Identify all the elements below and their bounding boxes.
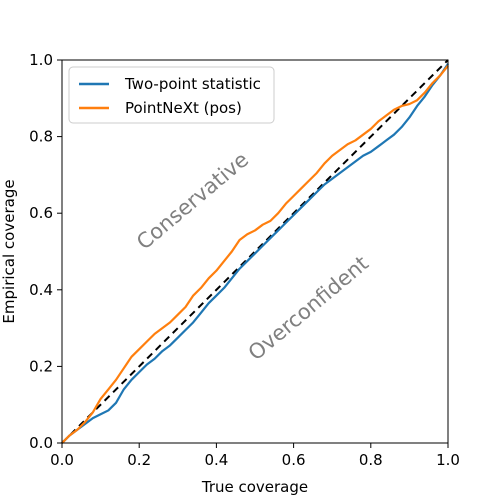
plot-content — [61, 59, 449, 444]
series-line-pointnext-pos — [61, 65, 449, 444]
y-axis-label: Empirical coverage — [0, 179, 18, 323]
x-tick-label: 0.0 — [50, 451, 74, 469]
annotation-conservative: Conservative — [132, 147, 253, 254]
legend-label-pointnext-pos: PointNeXt (pos) — [125, 99, 242, 117]
y-tick-label: 0.8 — [29, 128, 53, 146]
reference-diagonal-line — [61, 59, 449, 444]
x-tick-label: 1.0 — [436, 451, 460, 469]
legend-label-two-point-statistic: Two-point statistic — [124, 75, 261, 93]
x-tick-label: 0.2 — [127, 451, 151, 469]
y-tick-label: 0.6 — [29, 204, 53, 222]
plot-border — [61, 59, 449, 444]
legend: Two-point statistic PointNeXt (pos) — [68, 66, 275, 124]
y-tick-label: 0.2 — [29, 357, 53, 375]
x-axis-ticks: 0.0 0.2 0.4 0.6 0.8 1.0 — [50, 443, 460, 469]
x-axis-label: True coverage — [201, 478, 308, 496]
y-tick-label: 0.4 — [29, 281, 53, 299]
annotation-overconfident: Overconfident — [244, 251, 373, 365]
x-tick-label: 0.4 — [204, 451, 228, 469]
y-tick-label: 1.0 — [29, 51, 53, 69]
y-tick-label: 0.0 — [29, 434, 53, 452]
x-tick-label: 0.8 — [359, 451, 383, 469]
y-axis-ticks: 0.0 0.2 0.4 0.6 0.8 1.0 — [29, 51, 62, 452]
legend-box — [68, 66, 275, 124]
series-line-two-point-statistic — [61, 63, 449, 444]
x-tick-label: 0.6 — [282, 451, 306, 469]
axes-frame — [61, 59, 449, 444]
